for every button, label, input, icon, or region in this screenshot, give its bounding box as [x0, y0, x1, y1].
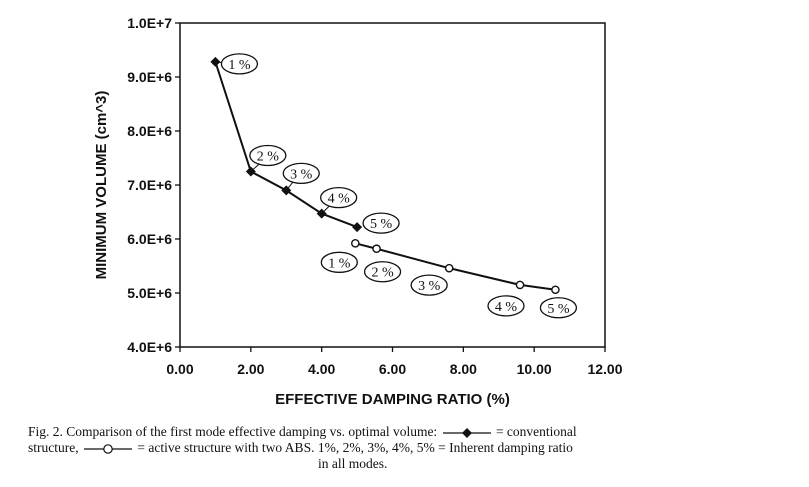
callout-label: 4 %: [495, 300, 518, 315]
y-tick-label: 9.0E+6: [127, 69, 172, 85]
callout-label: 2 %: [257, 150, 280, 165]
callout-bubble: [249, 144, 287, 167]
callout-bubble: [282, 162, 320, 185]
active-legend-symbol: [83, 444, 132, 454]
caption-line-2-start: structure,: [28, 440, 79, 455]
callout-bubble: [410, 274, 448, 296]
callout-bubble: [220, 53, 259, 75]
callout-label: 4 %: [328, 192, 351, 207]
y-tick-label: 1.0E+7: [127, 15, 172, 31]
callout-bubble: [539, 297, 578, 319]
figure-caption: Fig. 2. Comparison of the first mode eff…: [28, 424, 728, 472]
series-2-point: [515, 280, 525, 290]
series-2-point: [372, 244, 381, 254]
callout-label: 2 %: [371, 266, 394, 281]
callout-label: 1 %: [228, 58, 251, 73]
callout-bubble: [320, 251, 358, 273]
callout-bubble: [487, 295, 525, 317]
callout-bubble: [363, 261, 402, 283]
callout-layer: 1 % 2 % 3 % 4 % 5 % 1 % 2 % 3 % 4 % 5 %: [215, 53, 578, 319]
caption-line-2-text: = active structure with two ABS. 1%, 2%,…: [137, 440, 573, 455]
x-tick-label: 10.00: [517, 361, 552, 377]
x-tick-label: 0.00: [166, 361, 193, 377]
y-tick-label: 8.0E+6: [127, 123, 172, 139]
x-tick-label: 6.00: [379, 361, 406, 377]
x-axis-title: EFFECTIVE DAMPING RATIO (%): [275, 391, 510, 408]
y-tick-label: 4.0E+6: [127, 339, 172, 355]
x-tick-label: 12.00: [587, 361, 622, 377]
caption-line-3: in all modes.: [318, 456, 388, 471]
series-2-point: [444, 263, 454, 273]
callout-bubble: [362, 212, 400, 234]
x-tick-label: 8.00: [450, 361, 477, 377]
y-tick-label: 7.0E+6: [127, 177, 172, 193]
caption-line-2: structure, = active structure with two A…: [28, 440, 728, 456]
x-tick-label: 4.00: [308, 361, 335, 377]
conventional-legend-symbol: [442, 427, 491, 438]
callout-label: 1 %: [328, 256, 351, 271]
caption-line-1-text: Fig. 2. Comparison of the first mode eff…: [28, 424, 438, 439]
callout-bubble: [320, 186, 358, 209]
series-1-point: [210, 56, 221, 67]
caption-line-1-end: = conventional: [495, 424, 577, 439]
series-2-point: [351, 239, 360, 248]
chart: 4.0E+6 5.0E+6 6.0E+6 7.0E+6 8.0E+6 9.0E+6 1.0E…: [93, 15, 623, 408]
x-tick-label: 2.00: [237, 361, 264, 377]
y-tick-label: 5.0E+6: [127, 285, 172, 301]
y-tick-label: 6.0E+6: [127, 231, 172, 247]
series-1-point: [352, 222, 363, 233]
y-axis-title: MINIMUM VOLUME (cm^3): [93, 91, 110, 280]
axes: 4.0E+6 5.0E+6 6.0E+6 7.0E+6 8.0E+6 9.0E+6 1.0E…: [127, 15, 622, 377]
caption-line-1: Fig. 2. Comparison of the first mode eff…: [28, 424, 728, 440]
series-layer: [210, 56, 560, 295]
callout-label: 3 %: [290, 167, 313, 182]
callout-label: 5 %: [370, 217, 393, 232]
callout-label: 5 %: [547, 302, 570, 317]
series-2-point: [551, 285, 560, 295]
callout-label: 3 %: [418, 279, 441, 294]
